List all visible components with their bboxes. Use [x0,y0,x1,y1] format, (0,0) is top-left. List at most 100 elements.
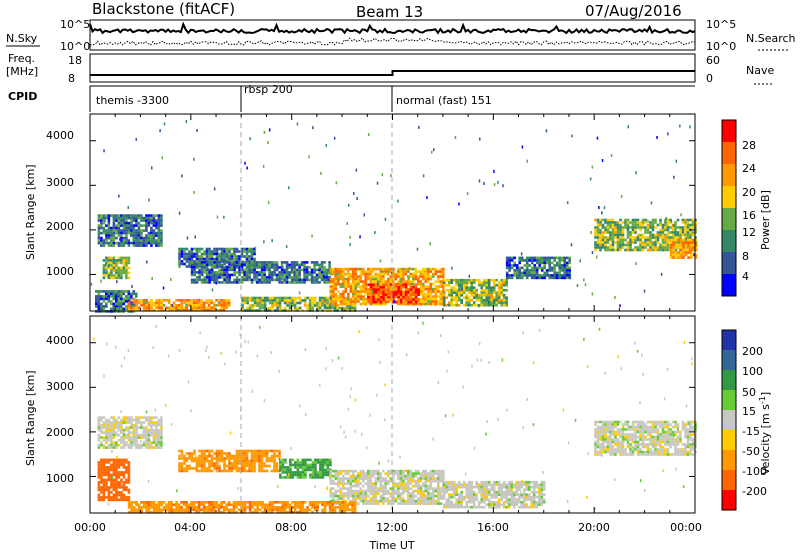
freq-tick-bottom: 8 [68,72,75,85]
power-cell [110,307,113,311]
velocity-cell [238,449,241,453]
velocity-cell [210,501,213,504]
power-cell [228,281,231,284]
power-cell [260,271,264,274]
power-cell [686,233,690,237]
velocity-cell [270,459,274,463]
velocity-cell [152,431,156,434]
power-cell [379,290,383,294]
velocity-cell [218,457,221,460]
power-cell [177,299,181,302]
power-cell [357,292,360,296]
power-cell [97,302,101,306]
velocity-cell [235,462,239,465]
power-cell [689,231,692,234]
velocity-cell [117,463,121,467]
power-speck [601,159,604,162]
velocity-cell [97,433,101,437]
power-cell [280,261,284,264]
power-cell [255,271,259,274]
velocity-cell [110,431,113,434]
velocity-cell [344,469,348,473]
power-cell [694,248,698,252]
power-cell [437,275,440,278]
velocity-cell [417,502,420,505]
velocity-cell [389,499,393,503]
power-cell [490,286,493,289]
power-cell [105,259,108,262]
power-cell [205,257,209,261]
power-cell [238,266,241,269]
power-cell [185,299,188,302]
velocity-cell [334,472,338,475]
power-cell [135,295,138,298]
velocity-cell [349,484,353,488]
velocity-cell [324,461,327,464]
power-cell [374,288,378,291]
power-cell [175,309,178,312]
velocity-cell [427,494,430,498]
power-cell [402,275,405,278]
power-cell [223,268,226,272]
velocity-cell [147,506,151,509]
velocity-cell [392,482,395,485]
power-cell [323,266,326,269]
power-cell [251,299,254,302]
power-cell [122,229,126,232]
power-cell [241,301,244,305]
power-speck [497,180,499,184]
power-cell [528,274,531,277]
power-cell [265,266,269,269]
velocity-cell [195,457,199,460]
velocity-cell [188,457,191,460]
power-cell [611,246,615,249]
power-cell [669,236,672,239]
power-cell [604,243,607,247]
power-cell [203,257,206,261]
power-cell [649,246,652,249]
velocity-cell [281,458,285,462]
power-cell [233,263,236,267]
power-cell [142,301,146,305]
power-cell [362,300,365,303]
power-cell [132,219,136,222]
power-cell [500,293,503,297]
power-cell [445,283,448,287]
power-cell [346,304,349,307]
power-cell [596,233,600,237]
power-cell [439,267,443,271]
velocity-cell [107,461,111,464]
power-cell [102,219,106,222]
velocity-cell [100,441,103,444]
power-cell [240,263,244,267]
velocity-cell [265,452,269,455]
power-cell [120,241,123,245]
velocity-cell [152,508,156,512]
power-cell [233,257,236,261]
power-cell [107,295,111,298]
velocity-cell [223,462,226,465]
power-cell [369,283,373,286]
power-cell [95,305,98,308]
velocity-cell [105,478,108,482]
power-cell [636,236,640,239]
power-cell [238,281,241,284]
velocity-cell [212,503,216,507]
power-cell [480,298,483,302]
freq-series [90,70,695,76]
power-cell [429,300,433,303]
velocity-cell [319,473,322,477]
power-cell [520,276,524,280]
power-cell [422,267,425,271]
power-cell [258,306,262,310]
velocity-cell [100,428,103,432]
power-cell [402,290,405,294]
power-cell [354,300,358,303]
power-cell [117,219,121,222]
power-cell [553,259,556,262]
power-cell [253,304,257,307]
power-cell [492,301,496,304]
velocity-cell [339,497,343,500]
velocity-cell [404,502,408,505]
power-cell [105,214,108,217]
